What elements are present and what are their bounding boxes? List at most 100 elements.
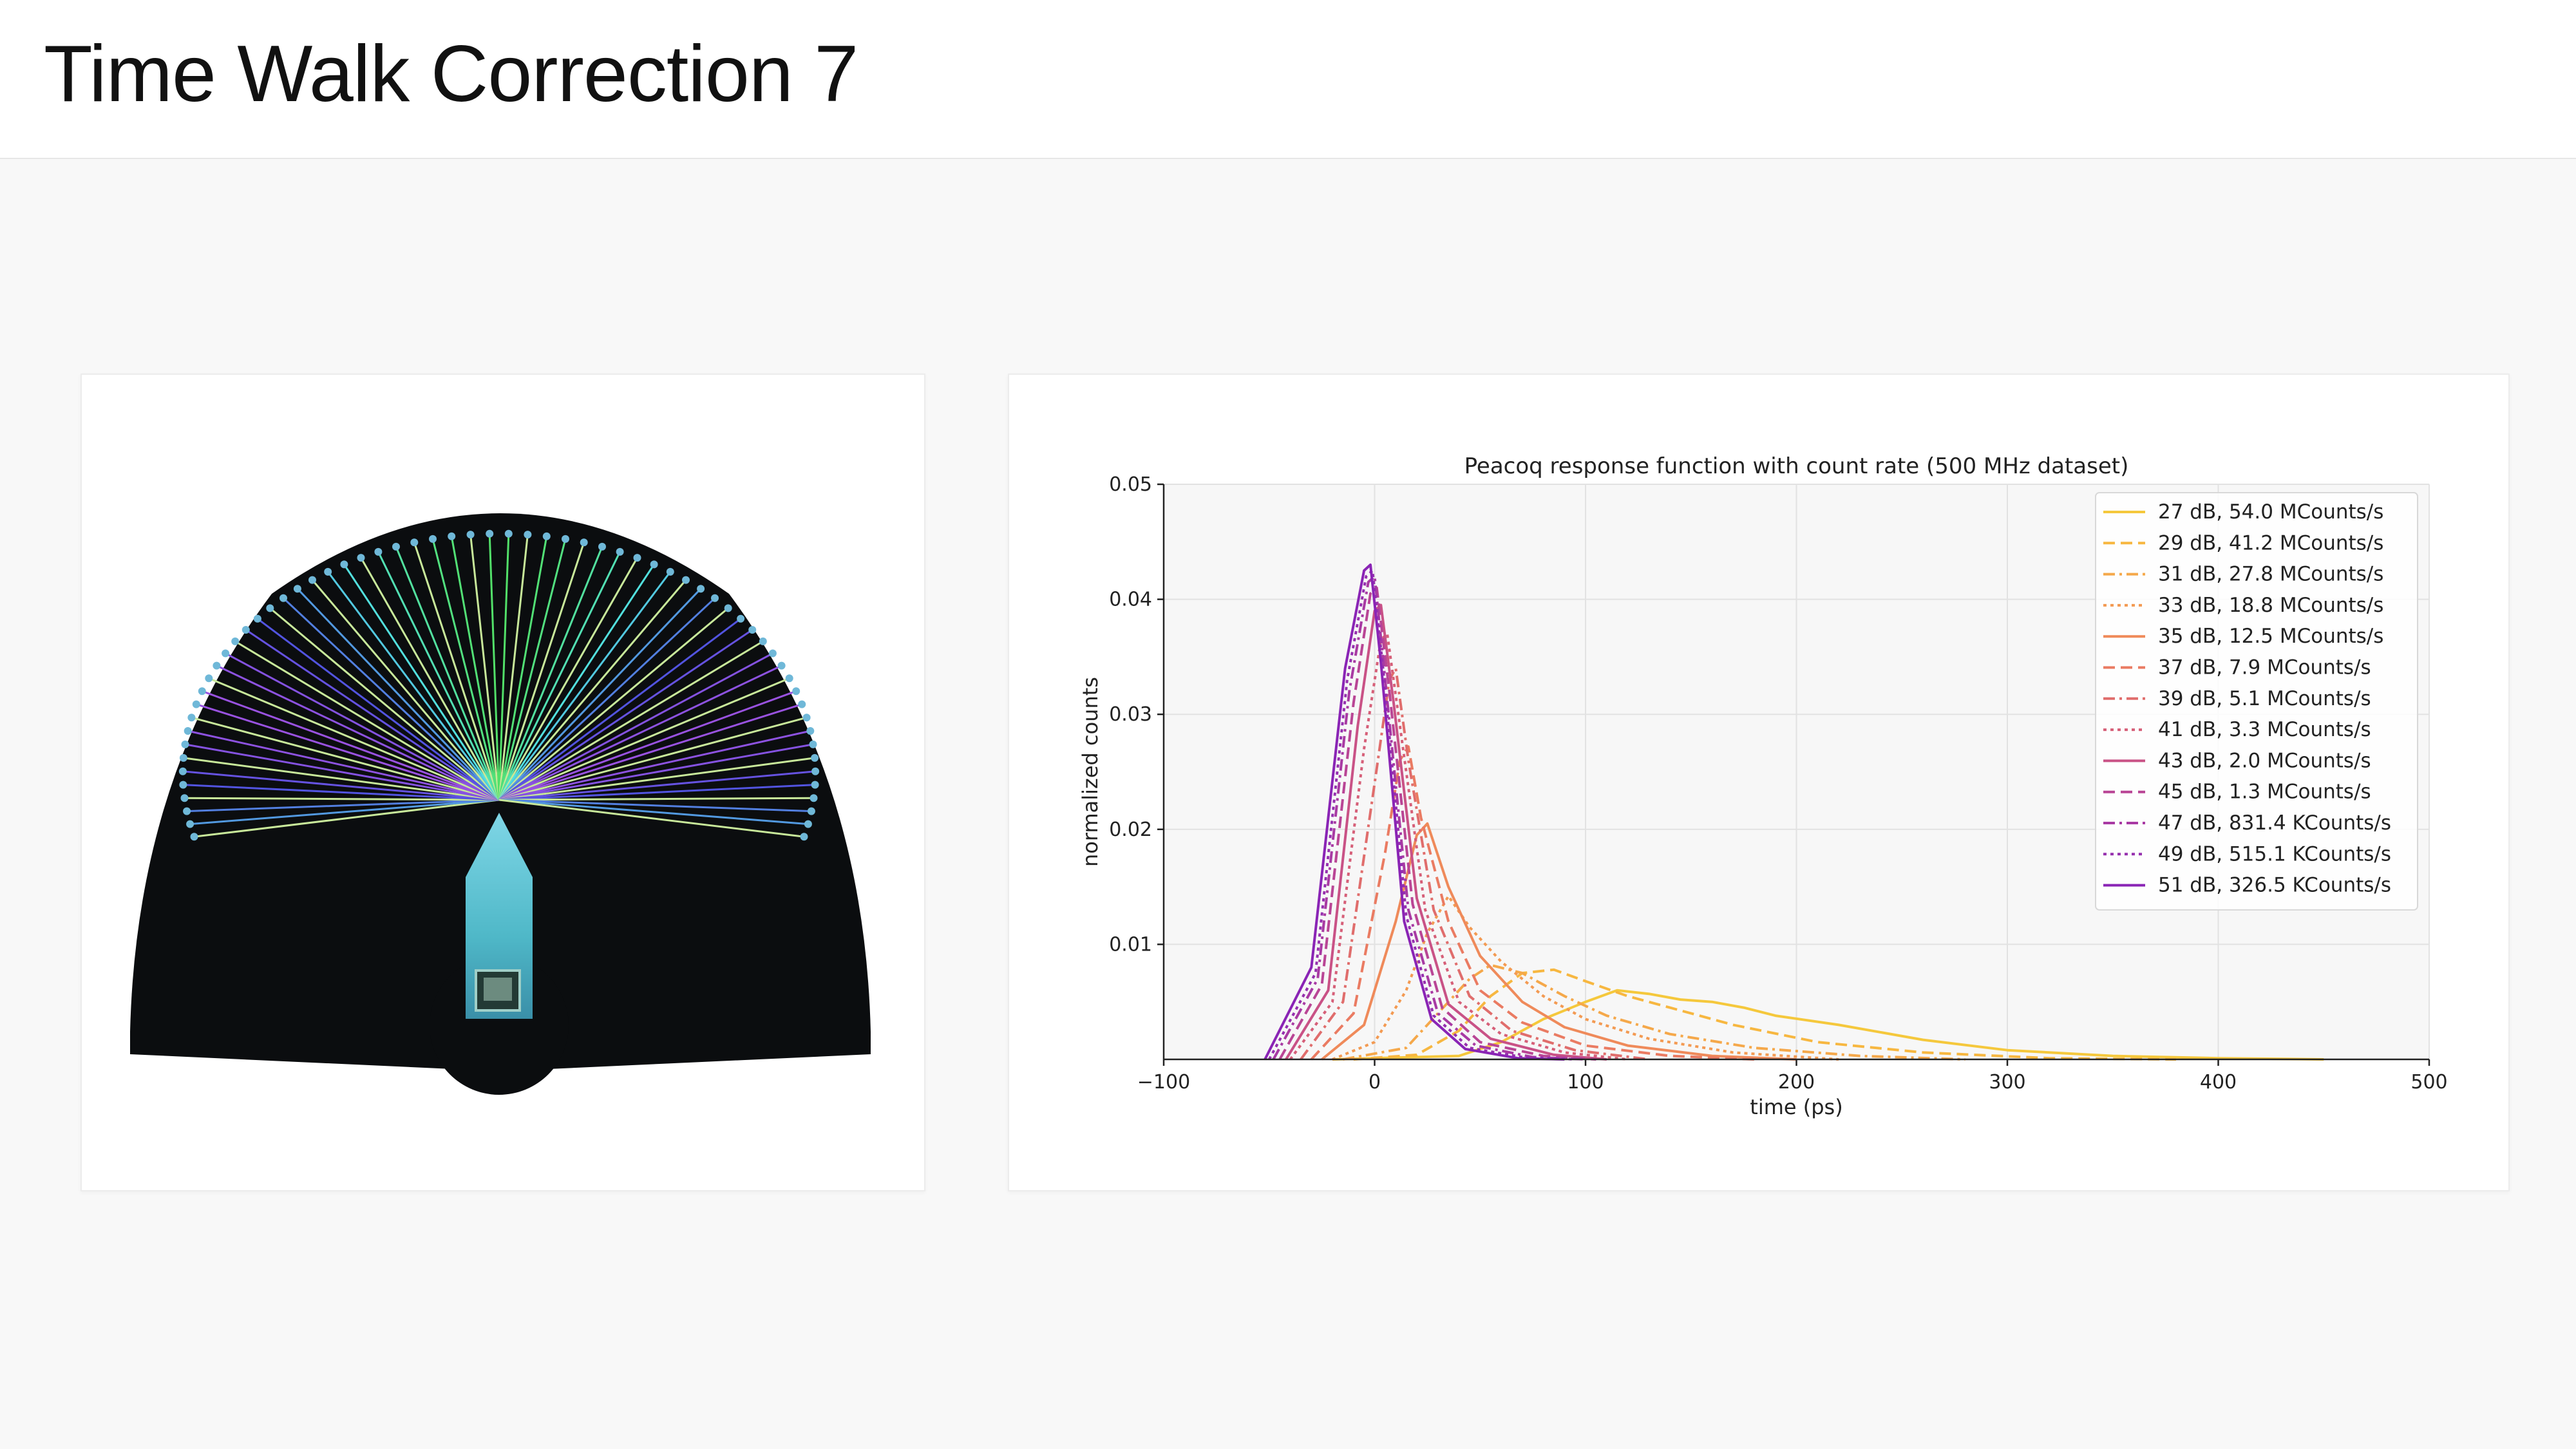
waveguide-pad <box>809 740 817 748</box>
waveguide-spoke <box>498 579 687 800</box>
waveguide-spoke <box>498 784 815 801</box>
waveguide-spoke <box>360 557 500 800</box>
x-tick-label: 400 <box>2200 1071 2237 1094</box>
legend-label: 45 dB, 1.3 MCounts/s <box>2158 781 2371 804</box>
legend-label: 31 dB, 27.8 MCounts/s <box>2158 563 2383 586</box>
waveguide-spoke <box>498 652 773 801</box>
legend-label: 27 dB, 54.0 MCounts/s <box>2158 500 2383 524</box>
waveguide-spoke <box>498 629 753 801</box>
x-tick-label: 0 <box>1368 1071 1381 1094</box>
y-tick-label: 0.05 <box>1109 473 1152 496</box>
waveguide-spoke <box>189 799 500 826</box>
grid-lines <box>1163 484 2430 1059</box>
waveguide-pad <box>222 649 230 658</box>
waveguide-pad <box>186 820 194 828</box>
waveguide-spoke <box>377 551 500 800</box>
waveguide-pad <box>804 820 812 828</box>
waveguide-spoke <box>269 607 500 801</box>
waveguide-pad <box>340 560 348 569</box>
waveguide-pad <box>181 740 189 748</box>
waveguide-spoke <box>498 770 816 801</box>
waveguide-spoke <box>187 799 500 813</box>
x-tick-label: −100 <box>1137 1071 1190 1094</box>
y-tick-label: 0.03 <box>1109 703 1152 726</box>
chart-card: −100 0 100 200 300 400 500 0.01 0.02 0.03 0.04 0.05… <box>1008 374 2510 1191</box>
waveguide-spoke <box>498 557 638 800</box>
waveguide-pad <box>800 833 808 841</box>
waveguide-spoke <box>498 690 797 801</box>
x-axis-label: time (ps) <box>1750 1095 1842 1119</box>
waveguide-spoke <box>498 677 790 801</box>
waveguide-spoke <box>498 703 802 801</box>
waveguide-pad <box>666 567 674 576</box>
waveguide-spoke <box>182 770 500 801</box>
waveguide-pad <box>392 542 400 551</box>
series-lines <box>1264 564 2324 1061</box>
waveguide-pad <box>279 594 287 602</box>
waveguide-spoke <box>343 564 500 800</box>
waveguide-spoke <box>498 534 529 800</box>
chart-legend: 27 dB, 54.0 MCounts/s 29 dB, 41.2 MCounts… <box>2095 492 2418 911</box>
legend-box <box>2095 492 2418 911</box>
waveguide-pad <box>242 626 250 634</box>
waveguide-spoke <box>184 797 500 801</box>
waveguide-pad <box>374 547 383 556</box>
waveguide-pad <box>650 560 658 569</box>
waveguide-spoke <box>257 618 500 801</box>
waveguide-pad <box>253 614 261 623</box>
waveguide-pad <box>192 700 200 708</box>
waveguide-spoke <box>498 757 815 801</box>
waveguide-spoke <box>498 799 809 826</box>
waveguide-pad <box>184 727 192 735</box>
x-tick-label: 200 <box>1778 1071 1815 1094</box>
waveguide-pad <box>198 687 206 696</box>
waveguide-spoke <box>498 607 729 801</box>
waveguide-spoke <box>498 538 567 800</box>
waveguide-spoke <box>498 797 814 801</box>
waveguide-spoke <box>498 588 702 801</box>
waveguide-pad <box>205 674 213 683</box>
waveguide-spoke <box>498 536 548 800</box>
waveguide-spoke <box>296 588 500 801</box>
waveguide-pad <box>179 781 187 789</box>
waveguide-spoke <box>185 743 500 801</box>
waveguide-spoke <box>498 551 621 800</box>
legend-label: 49 dB, 515.1 KCounts/s <box>2158 842 2391 866</box>
series-line-8 <box>1289 632 1628 1061</box>
waveguide-pad <box>486 529 494 538</box>
legend-label: 47 dB, 831.4 KCounts/s <box>2158 811 2391 835</box>
x-tick-label: 500 <box>2410 1071 2447 1094</box>
waveguide-pad <box>524 531 532 539</box>
x-tick-label: 300 <box>1989 1071 2025 1094</box>
axes: −100 0 100 200 300 400 500 0.01 0.02 0.03 0.04 0.05 <box>1109 473 2447 1094</box>
waveguide-spoke <box>498 640 764 801</box>
device-base-ellipse <box>430 956 569 1095</box>
waveguide-pad <box>504 529 513 538</box>
waveguide-spoke <box>234 640 500 801</box>
waveguide-pad <box>792 687 800 696</box>
waveguide-spoke <box>183 757 500 801</box>
waveguide-spoke <box>187 730 500 801</box>
waveguide-pad <box>357 554 365 562</box>
waveguide-spoke <box>488 533 500 800</box>
waveguide-pad <box>190 833 198 841</box>
waveguide-pad <box>598 542 606 551</box>
waveguide-spoke <box>413 542 500 800</box>
y-tick-label: 0.02 <box>1109 819 1152 841</box>
series-line-7 <box>1300 667 1649 1061</box>
legend-label: 51 dB, 326.5 KCounts/s <box>2158 874 2391 897</box>
waveguide-pad <box>324 567 332 576</box>
legend-label: 33 dB, 18.8 MCounts/s <box>2158 594 2383 617</box>
device-photo-card <box>80 374 925 1191</box>
legend-label: 37 dB, 7.9 MCounts/s <box>2158 656 2371 679</box>
waveguide-pad <box>802 714 811 722</box>
waveguide-pad <box>806 727 815 735</box>
y-tick-label: 0.04 <box>1109 589 1152 611</box>
waveguide-pad <box>466 531 475 539</box>
waveguide-spoke <box>196 703 500 801</box>
waveguide-pad <box>410 538 419 547</box>
legend-label: 29 dB, 41.2 MCounts/s <box>2158 531 2383 554</box>
waveguide-pad <box>179 753 187 762</box>
waveguide-spoke <box>194 799 500 838</box>
y-axis-label: normalized counts <box>1078 677 1103 867</box>
